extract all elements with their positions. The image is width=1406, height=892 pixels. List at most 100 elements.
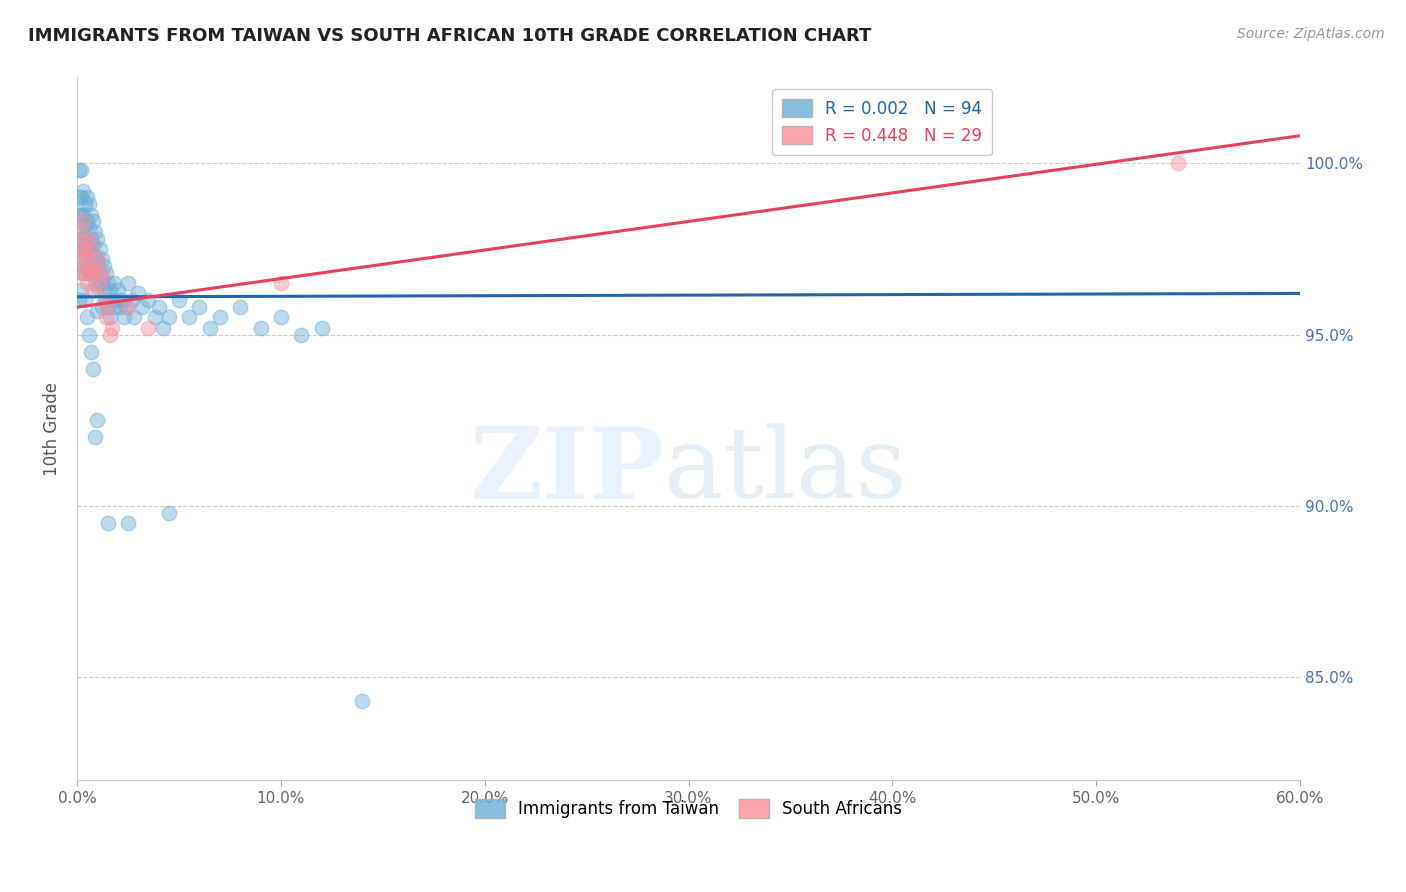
Point <box>76 214 98 228</box>
Point <box>70 225 93 239</box>
Point <box>76 276 98 290</box>
Point <box>131 300 153 314</box>
Point <box>70 242 93 256</box>
Point <box>143 310 166 325</box>
Point <box>115 300 138 314</box>
Point <box>188 300 211 314</box>
Point <box>79 221 101 235</box>
Point <box>80 242 103 256</box>
Point <box>70 208 93 222</box>
Point <box>76 262 98 277</box>
Point <box>90 266 112 280</box>
Point <box>104 293 127 308</box>
Text: atlas: atlas <box>664 423 907 519</box>
Point <box>107 283 129 297</box>
Point <box>70 283 93 297</box>
Point <box>82 283 104 297</box>
Point <box>72 259 94 273</box>
Point <box>97 300 120 314</box>
Point <box>93 259 115 273</box>
Point <box>121 293 143 308</box>
Point <box>79 242 101 256</box>
Point <box>352 694 374 708</box>
Point <box>80 344 103 359</box>
Point <box>84 430 107 444</box>
Point <box>79 231 101 245</box>
Point <box>75 266 97 280</box>
Point <box>127 286 149 301</box>
Point <box>86 255 108 269</box>
Point <box>70 266 93 280</box>
Point <box>98 327 121 342</box>
Point <box>70 163 93 178</box>
Point <box>80 231 103 245</box>
Point <box>67 231 90 245</box>
Point <box>67 208 90 222</box>
Point <box>70 190 93 204</box>
Point <box>122 310 145 325</box>
Point <box>167 293 190 308</box>
Point <box>76 310 98 325</box>
Point <box>90 300 112 314</box>
Point <box>86 279 108 293</box>
Point <box>72 266 94 280</box>
Point <box>79 327 101 342</box>
Point <box>90 252 112 267</box>
Point <box>86 231 108 245</box>
Point <box>97 300 120 314</box>
Point <box>97 516 120 530</box>
Point <box>93 293 115 308</box>
Point <box>94 266 117 280</box>
Point <box>75 242 97 256</box>
Point <box>148 300 170 314</box>
Point <box>72 214 94 228</box>
Point <box>103 300 125 314</box>
Point <box>75 218 97 232</box>
Point <box>94 310 117 325</box>
Point <box>270 276 292 290</box>
Point <box>179 310 201 325</box>
Point <box>94 293 117 308</box>
Point <box>86 252 108 267</box>
Point <box>229 300 252 314</box>
Point <box>67 190 90 204</box>
Point <box>72 245 94 260</box>
Point <box>72 231 94 245</box>
Point <box>93 283 115 297</box>
Point <box>82 214 104 228</box>
Point <box>311 320 333 334</box>
Text: Source: ZipAtlas.com: Source: ZipAtlas.com <box>1237 27 1385 41</box>
Point <box>84 249 107 263</box>
Point <box>89 242 111 256</box>
Point <box>80 266 103 280</box>
Point <box>72 208 94 222</box>
Point <box>117 516 139 530</box>
Point <box>67 252 90 267</box>
Point <box>84 225 107 239</box>
Point <box>75 293 97 308</box>
Point <box>82 362 104 376</box>
Point <box>108 300 131 314</box>
Point <box>86 413 108 427</box>
Point <box>84 266 107 280</box>
Point <box>100 320 122 334</box>
Point <box>249 320 271 334</box>
Point <box>76 249 98 263</box>
Point <box>67 163 90 178</box>
Point <box>89 266 111 280</box>
Point <box>76 238 98 252</box>
Point <box>98 283 121 297</box>
Point <box>67 225 90 239</box>
Point <box>80 255 103 269</box>
Point <box>152 320 174 334</box>
Legend: Immigrants from Taiwan, South Africans: Immigrants from Taiwan, South Africans <box>468 793 910 825</box>
Text: IMMIGRANTS FROM TAIWAN VS SOUTH AFRICAN 10TH GRADE CORRELATION CHART: IMMIGRANTS FROM TAIWAN VS SOUTH AFRICAN … <box>28 27 872 45</box>
Point <box>82 238 104 252</box>
Point <box>138 293 160 308</box>
Point <box>157 506 180 520</box>
Point <box>98 310 121 325</box>
Point <box>82 266 104 280</box>
Point <box>270 310 292 325</box>
Point <box>79 259 101 273</box>
Point <box>1167 156 1189 170</box>
